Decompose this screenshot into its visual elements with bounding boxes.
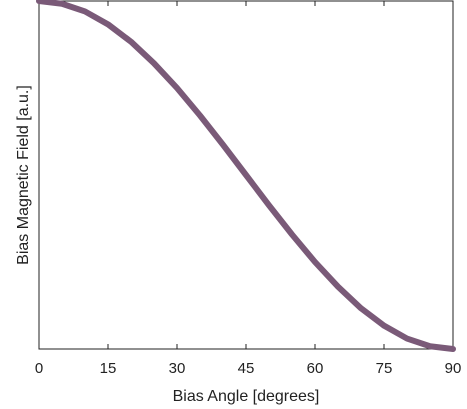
x-tick-label: 0 [35, 360, 43, 377]
series-line [36, 0, 456, 352]
x-tick-label: 30 [169, 360, 186, 377]
x-axis-ticks: 0 15 30 45 60 75 90 [35, 1, 462, 377]
x-tick-label: 90 [445, 360, 462, 377]
x-axis-title: Bias Angle [degrees] [173, 388, 320, 405]
x-tick-label: 60 [307, 360, 324, 377]
x-tick-label: 45 [238, 360, 255, 377]
x-tick-label: 75 [376, 360, 393, 377]
y-axis-title: Bias Magnetic Field [a.u.] [15, 85, 32, 265]
x-tick-label: 15 [100, 360, 117, 377]
